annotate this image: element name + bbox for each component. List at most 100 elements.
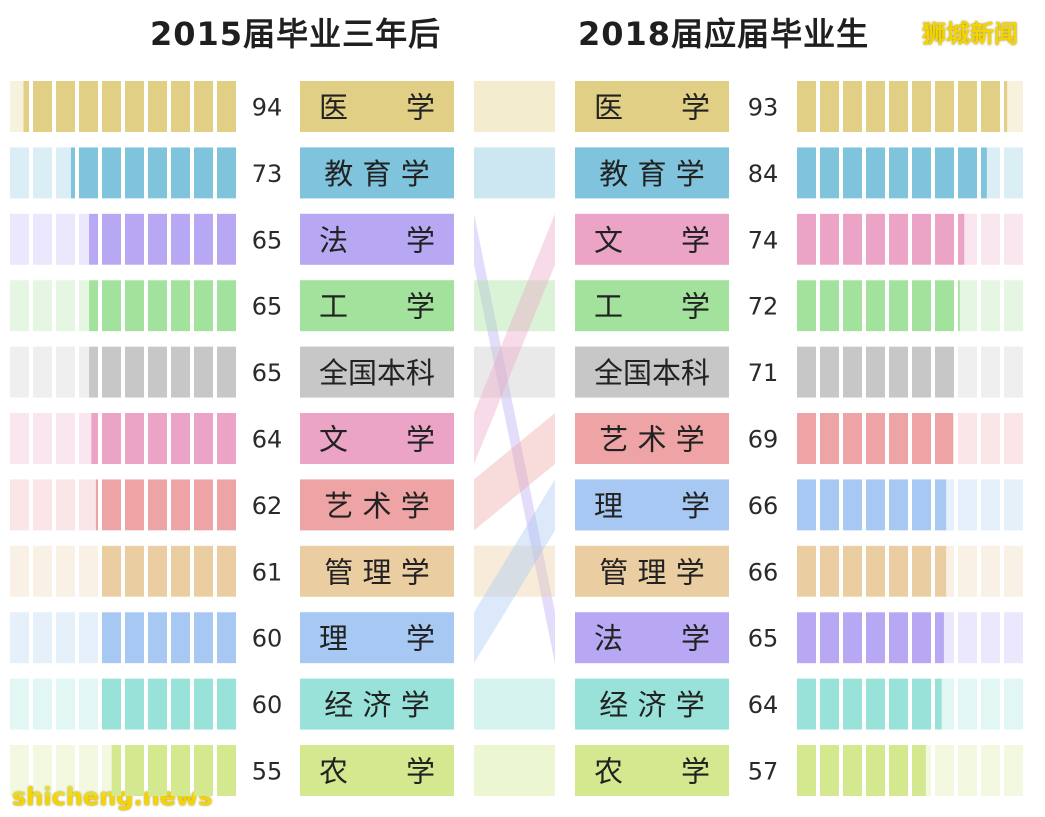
left-4-stripe xyxy=(171,346,190,398)
right-7-stripe xyxy=(797,545,816,597)
right-4-stripe-bg xyxy=(958,346,977,398)
right-7-stripe xyxy=(889,545,908,597)
right-7-bar xyxy=(797,545,947,597)
left-7-stripe-bg xyxy=(33,545,52,597)
left-9-stripe xyxy=(217,678,236,730)
right-8-stripe-bg xyxy=(958,612,977,664)
connector-艺术学 xyxy=(474,413,555,531)
left-0-stripe xyxy=(194,81,213,132)
right-label-box xyxy=(575,678,729,730)
right-3-stripe xyxy=(866,280,885,332)
right-row: 74 文 学 xyxy=(575,213,1023,265)
left-label: 艺 术 学 xyxy=(324,489,429,523)
left-4-stripe-bg xyxy=(10,346,29,398)
right-0-stripe xyxy=(981,81,1000,132)
right-7-stripe xyxy=(820,545,839,597)
right-5-stripe xyxy=(820,413,839,464)
left-7-stripe xyxy=(125,545,144,597)
right-8-stripe xyxy=(912,612,931,664)
right-5-stripe-bg xyxy=(981,413,1000,464)
right-8-stripe-bg xyxy=(981,612,1000,664)
right-6-stripe xyxy=(843,479,862,531)
right-10-stripe xyxy=(889,745,908,796)
left-0-stripe xyxy=(148,81,167,132)
left-6-stripe xyxy=(125,479,144,531)
right-3-stripe-bg xyxy=(981,280,1000,332)
left-7-stripe xyxy=(217,545,236,597)
left-0-stripe xyxy=(217,81,236,132)
left-row: 65 工 学 xyxy=(10,280,454,332)
watermark-top: 狮城新闻 xyxy=(922,20,1018,48)
right-value: 64 xyxy=(748,691,779,719)
right-label-box xyxy=(575,479,729,531)
left-row: 64 文 学 xyxy=(10,413,454,464)
right-8-stripe xyxy=(866,612,885,664)
left-value: 65 xyxy=(252,359,283,387)
connector-法学 xyxy=(474,213,555,664)
right-0-stripe-bg xyxy=(1004,81,1023,132)
left-label: 文 学 xyxy=(319,423,435,457)
left-2-stripe-bg xyxy=(10,213,29,265)
right-value: 84 xyxy=(748,160,779,188)
right-2-stripe xyxy=(797,213,816,265)
right-row: 69 艺 术 学 xyxy=(575,413,1023,464)
left-2-stripe xyxy=(89,213,98,265)
left-value: 73 xyxy=(252,160,283,188)
left-10-bar xyxy=(111,745,236,796)
right-5-stripe xyxy=(935,413,953,464)
right-2-stripe xyxy=(935,213,954,265)
right-9-stripe-bg xyxy=(981,678,1000,730)
left-1-bar xyxy=(71,147,236,199)
right-label: 全国本科 xyxy=(594,356,710,390)
left-5-stripe xyxy=(171,413,190,464)
left-5-stripe xyxy=(148,413,167,464)
right-0-stripe xyxy=(958,81,977,132)
left-7-stripe-bg xyxy=(10,545,29,597)
left-0-stripe xyxy=(171,81,190,132)
left-8-stripe-bg xyxy=(10,612,29,664)
left-label-box xyxy=(300,346,454,398)
right-9-stripe xyxy=(820,678,839,730)
left-value: 65 xyxy=(252,293,283,321)
left-5-stripe xyxy=(91,413,98,464)
right-label: 农 学 xyxy=(594,755,710,789)
right-1-stripe xyxy=(889,147,908,199)
left-6-stripe xyxy=(217,479,236,531)
left-9-stripe-bg xyxy=(33,678,52,730)
right-9-bar xyxy=(797,678,942,730)
right-8-stripe xyxy=(797,612,816,664)
left-5-stripe xyxy=(217,413,236,464)
right-3-stripe-bg xyxy=(1004,280,1023,332)
left-label: 经 济 学 xyxy=(324,688,429,722)
left-value: 64 xyxy=(252,426,283,454)
left-row: 94 医 学 xyxy=(10,81,454,132)
right-value: 57 xyxy=(748,758,779,786)
right-2-bar xyxy=(797,213,965,265)
right-3-stripe xyxy=(912,280,931,332)
left-3-stripe xyxy=(125,280,144,332)
left-0-stripe xyxy=(23,81,29,132)
right-0-stripe xyxy=(1004,81,1008,132)
left-label-box xyxy=(300,280,454,332)
right-4-stripe xyxy=(889,346,908,398)
right-2-stripe-bg xyxy=(1004,213,1023,265)
left-label-box xyxy=(300,479,454,531)
left-row: 65 法 学 xyxy=(10,213,454,265)
right-label: 工 学 xyxy=(594,290,710,324)
left-row: 73 教 育 学 xyxy=(10,147,454,199)
right-label-box xyxy=(575,545,729,597)
left-label: 管 理 学 xyxy=(324,555,429,589)
left-7-stripe-bg xyxy=(79,545,98,597)
right-5-stripe xyxy=(889,413,908,464)
title-2018: 2018届应届毕业生 xyxy=(578,15,870,53)
left-8-stripe xyxy=(217,612,236,664)
right-value: 74 xyxy=(748,226,779,254)
left-10-stripe xyxy=(111,745,121,796)
right-2-stripe-bg xyxy=(981,213,1000,265)
left-3-stripe xyxy=(217,280,236,332)
left-value: 65 xyxy=(252,226,283,254)
left-1-stripe xyxy=(171,147,190,199)
left-8-stripe xyxy=(194,612,213,664)
left-8-stripe-bg xyxy=(56,612,75,664)
